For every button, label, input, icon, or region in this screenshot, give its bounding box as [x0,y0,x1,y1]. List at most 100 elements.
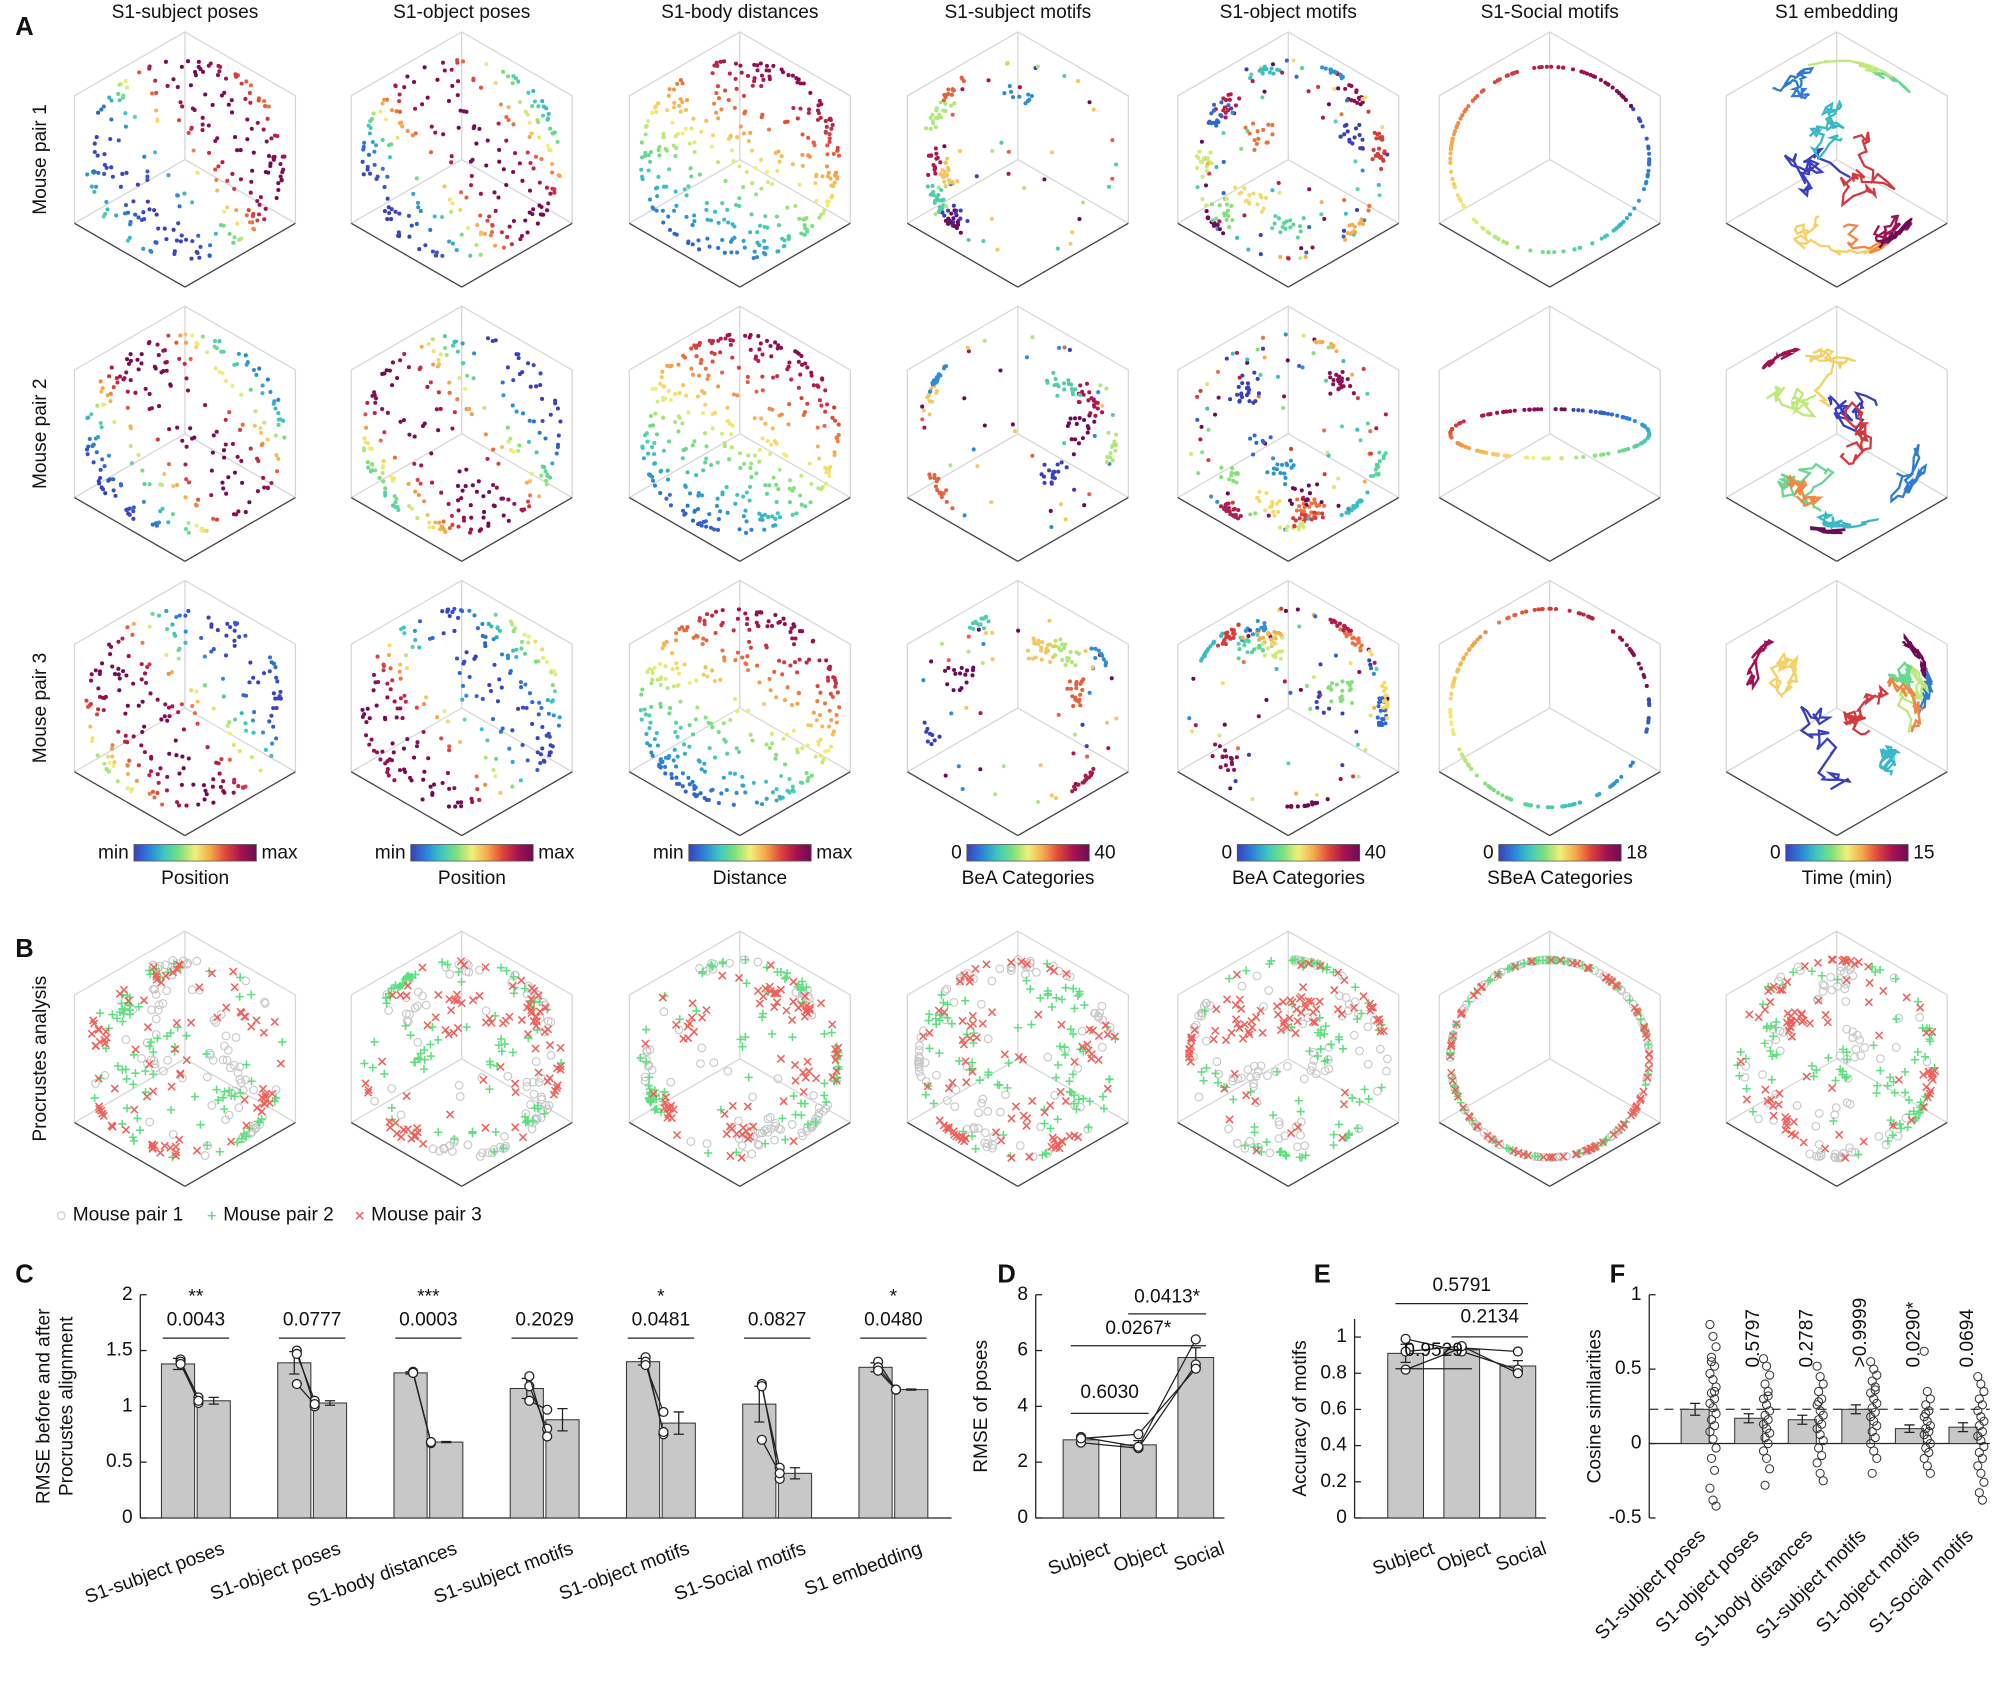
embedding-point [1205,161,1210,166]
procrustes-point [535,1007,545,1016]
embedding-point [472,613,477,618]
embedding-point [425,512,430,518]
embedding-point [828,176,833,181]
embedding-point [1215,499,1220,504]
procrustes-point [455,1092,465,1101]
embedding-point [1369,652,1374,657]
procrustes-point [156,1148,165,1157]
embedding-point [687,782,692,787]
embedding-point [1360,97,1365,102]
procrustes-point [171,1044,180,1054]
embedding-point [779,154,784,159]
embedding-point [650,677,655,682]
embedding-point [728,771,733,776]
embedding-point [1204,168,1209,174]
embedding-point [240,422,245,427]
embedding-point [501,513,506,518]
embedding-point [1340,711,1345,716]
embedding-point [739,70,744,75]
embedding-point [741,185,746,190]
procrustes-point [260,999,270,1008]
procrustes-point [527,1006,536,1015]
embedding-point [955,179,960,184]
embedding-point [1210,754,1215,759]
embedding-point [1381,705,1386,710]
embedding-point [1345,377,1350,382]
embedding-point [1240,635,1245,640]
embedding-point [203,403,208,408]
embedding-point [1525,455,1530,460]
procrustes-point [517,976,526,985]
embedding-point [184,237,189,242]
embedding-point [1280,635,1285,640]
embedding-point [1063,662,1068,668]
embedding-point [800,152,805,157]
embedding-point [145,177,150,182]
embedding-point [384,368,389,373]
embedding-point [224,491,229,496]
embedding-point [1010,422,1015,427]
embedding-point [506,117,511,123]
embedding-point [183,332,188,337]
embedding-point [1246,634,1251,639]
embedding-point [1224,196,1229,201]
procrustes-point [196,1120,205,1129]
embedding-point [127,512,132,517]
embedding-point [167,427,172,432]
embedding-point [1112,439,1117,444]
embedding-point [1059,648,1064,653]
embedding-point [276,397,281,402]
embedding-point [1628,763,1633,768]
procrustes-point [209,1015,219,1025]
embedding-point [732,235,737,240]
embedding-point [442,184,447,189]
embedding-point [398,706,403,711]
embedding-point [799,353,804,359]
embedding-point [1378,708,1383,713]
procrustes-point [203,1141,212,1150]
embedding-point [1354,729,1359,734]
procrustes-point [444,1030,453,1039]
embedding-point [265,377,270,382]
embedding-point [958,216,963,221]
embedding-point [716,116,721,121]
embedding-point [722,441,727,446]
embedding-point [831,151,836,156]
embedding-point [504,138,509,143]
embedding-point [674,661,679,666]
procrustes-point [230,983,239,992]
procrustes-point [154,1000,164,1010]
embedding-point [377,475,382,480]
embedding-point [1612,781,1617,786]
embedding-point [1385,152,1390,157]
embedding-point [175,483,180,488]
embedding-point [721,775,726,780]
procrustes-point [527,984,537,993]
embedding-point [131,734,136,739]
embedding-point [481,515,486,520]
embedding-point [932,738,937,743]
embedding-point [825,402,830,407]
embedding-point [948,103,954,108]
embedding-point [1077,217,1082,222]
embedding-point [799,231,804,236]
embedding-point [1067,347,1072,353]
embedding-point [989,500,994,505]
embedding-point [774,482,779,487]
embedding-point [1106,746,1111,751]
procrustes-point [457,999,466,1008]
axis-back-edge [629,707,741,773]
embedding-point [707,338,712,343]
embedding-point [1208,644,1213,649]
embedding-point [550,698,555,703]
embedding-point [641,456,646,461]
embedding-point [1238,514,1243,519]
embedding-point [478,213,483,218]
embedding-point [663,146,668,151]
embedding-point [702,761,707,766]
embedding-point [749,527,754,532]
procrustes-point [445,1141,455,1151]
embedding-point [934,151,939,156]
embedding-point [1271,456,1276,461]
embedding-point [1357,122,1362,128]
